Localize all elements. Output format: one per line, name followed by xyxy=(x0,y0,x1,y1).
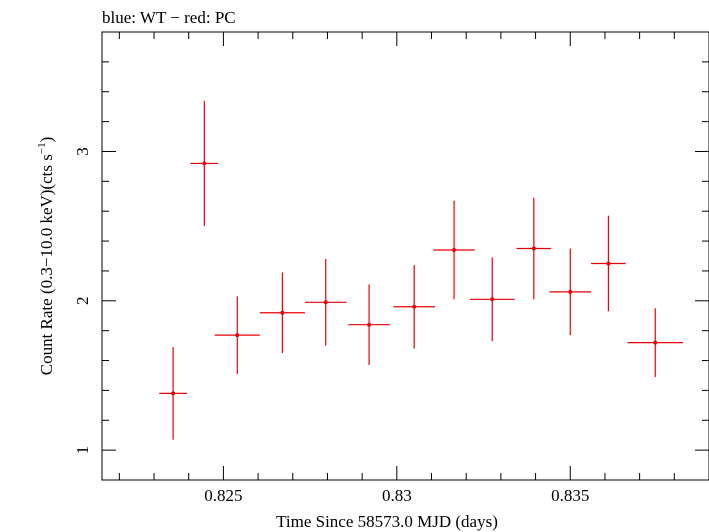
point-marker xyxy=(653,340,658,345)
y-axis-label-main: Count Rate (0.3−10.0 keV)(cts s xyxy=(37,154,56,375)
x-tick-label: 0.835 xyxy=(551,486,589,505)
point-marker xyxy=(490,297,495,302)
data-point xyxy=(304,258,347,346)
y-tick-label: 3 xyxy=(73,147,92,156)
point-marker xyxy=(412,304,417,309)
point-marker xyxy=(568,289,573,294)
x-tick-label: 0.83 xyxy=(382,486,412,505)
data-point xyxy=(159,347,187,440)
point-marker xyxy=(235,333,240,338)
point-marker xyxy=(280,310,285,315)
data-point xyxy=(259,272,305,354)
y-tick-label: 1 xyxy=(73,446,92,455)
data-point xyxy=(393,264,435,349)
point-marker xyxy=(367,322,372,327)
point-marker xyxy=(171,391,176,396)
data-point xyxy=(516,197,552,300)
point-marker xyxy=(202,161,207,166)
point-marker xyxy=(452,248,457,253)
y-axis-label: Count Rate (0.3−10.0 keV)(cts s−1) xyxy=(36,137,56,376)
y-tick-label: 2 xyxy=(73,297,92,306)
point-marker xyxy=(606,261,611,266)
chart-title: blue: WT − red: PC xyxy=(102,8,236,27)
data-series-pc xyxy=(159,100,683,440)
data-point xyxy=(348,284,390,366)
axis-tick-labels: 0.825 0.83 0.835 1 2 3 xyxy=(73,147,589,505)
point-marker xyxy=(323,300,328,305)
data-point xyxy=(549,248,592,336)
y-axis-label-exponent: −1 xyxy=(36,142,48,154)
y-axis-label-close: ) xyxy=(37,137,56,143)
data-point xyxy=(214,296,260,374)
data-point xyxy=(627,308,683,377)
data-point xyxy=(190,100,219,227)
point-marker xyxy=(531,246,536,251)
data-point xyxy=(591,215,626,312)
data-point xyxy=(433,200,475,300)
x-tick-label: 0.825 xyxy=(204,486,242,505)
x-axis-label: Time Since 58573.0 MJD (days) xyxy=(276,512,498,531)
plot-frame xyxy=(101,31,709,481)
axis-ticks xyxy=(102,32,709,480)
data-point xyxy=(469,257,515,342)
